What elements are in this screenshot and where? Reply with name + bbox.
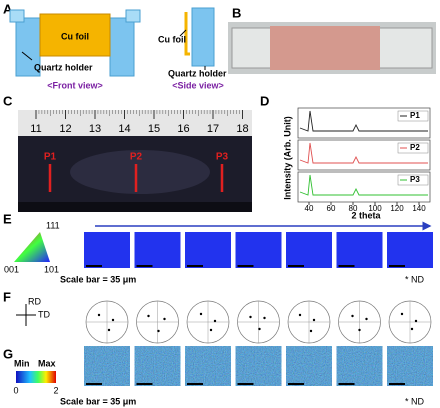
pole xyxy=(258,327,261,331)
kam-map xyxy=(387,346,433,386)
pole xyxy=(414,319,418,323)
photo xyxy=(228,22,436,74)
panel-label: G xyxy=(3,346,13,361)
pole xyxy=(365,317,368,321)
pole xyxy=(298,313,302,317)
pole xyxy=(111,318,115,322)
ipf-label: 101 xyxy=(44,264,59,274)
position-label: P1 xyxy=(44,152,57,163)
xrd-trace xyxy=(299,110,428,132)
colorbar xyxy=(16,371,56,383)
x-tick-label: 40 xyxy=(305,204,314,213)
colorbar-label: 2 xyxy=(53,385,58,395)
label: Quartz holder xyxy=(168,68,227,78)
pole xyxy=(249,315,252,319)
panel-label: F xyxy=(3,289,11,304)
plot-frame xyxy=(297,139,431,171)
y-axis-label: Intensity (Arb. Unit) xyxy=(282,116,292,200)
ebsd-map xyxy=(387,232,433,268)
note: Scale bar = 35 μm xyxy=(60,396,136,406)
x-tick-label: 80 xyxy=(349,204,358,213)
xrd-trace xyxy=(299,142,428,164)
axes-icon xyxy=(16,304,36,326)
pole xyxy=(163,317,166,321)
pole xyxy=(400,312,404,316)
xrd-trace xyxy=(299,174,428,196)
ruler-label: 12 xyxy=(59,123,71,135)
ruler-label: 16 xyxy=(177,123,189,135)
colorbar-label: 0 xyxy=(13,385,18,395)
plot-frame xyxy=(297,107,431,139)
legend-label: P2 xyxy=(410,143,420,152)
pole xyxy=(358,328,361,332)
pole xyxy=(147,314,150,318)
ipf-label: 111 xyxy=(46,220,60,230)
note: * ND xyxy=(405,274,425,284)
ebsd-map xyxy=(286,232,332,268)
pole xyxy=(263,316,266,320)
pole xyxy=(107,328,111,332)
x-tick-label: 60 xyxy=(327,204,336,213)
panel-label: E xyxy=(3,211,12,226)
kam-map xyxy=(84,346,130,386)
label: TD xyxy=(38,309,50,319)
legend-label: P3 xyxy=(410,175,420,184)
pole xyxy=(351,314,354,318)
kam-map xyxy=(185,346,231,386)
note: Scale bar = 35 μm xyxy=(60,274,136,284)
caption: <Side view> xyxy=(172,80,224,90)
ruler-label: 17 xyxy=(207,123,219,135)
ebsd-map xyxy=(235,232,282,268)
side-view-drawing xyxy=(179,7,215,70)
label: RD xyxy=(28,296,41,306)
pole xyxy=(157,329,160,333)
plot-frame xyxy=(297,171,431,203)
caption: <Front view> xyxy=(47,80,103,90)
ruler-label: 13 xyxy=(89,123,101,135)
label: Max xyxy=(38,358,56,368)
ebsd-map xyxy=(336,232,383,268)
panel-label: A xyxy=(3,1,13,16)
position-label: P3 xyxy=(216,152,229,163)
ruler-label: 14 xyxy=(118,123,130,135)
pole xyxy=(97,313,101,317)
kam-map xyxy=(235,346,282,386)
legend-box xyxy=(397,174,429,186)
pole xyxy=(309,329,313,333)
pole xyxy=(199,312,203,316)
panel-label: C xyxy=(3,93,13,108)
note: * ND xyxy=(405,396,425,406)
ebsd-map xyxy=(185,232,231,268)
ebsd-map xyxy=(84,232,130,268)
label: Cu foil xyxy=(158,34,186,44)
pole xyxy=(209,328,213,332)
ruler-label: 15 xyxy=(148,123,160,135)
kam-map xyxy=(134,346,181,386)
panel-label: D xyxy=(260,93,269,108)
ipf-triangle xyxy=(14,232,50,262)
position-label: P2 xyxy=(130,152,143,163)
x-tick-label: 120 xyxy=(390,204,404,213)
pole xyxy=(410,327,414,331)
ebsd-map xyxy=(134,232,181,268)
panel-label: B xyxy=(232,5,241,20)
label: Quartz holder xyxy=(34,62,93,72)
kam-map xyxy=(336,346,383,386)
kam-map xyxy=(286,346,332,386)
label: Min xyxy=(14,358,30,368)
legend-label: P1 xyxy=(410,111,420,120)
x-tick-label: 100 xyxy=(368,204,382,213)
front-view-drawing xyxy=(9,9,141,77)
legend-box xyxy=(397,142,429,154)
pole xyxy=(213,319,217,323)
legend-box xyxy=(397,110,429,122)
pole xyxy=(312,318,316,322)
label: Cu foil xyxy=(61,31,89,41)
x-axis-label: 2 theta xyxy=(351,210,381,220)
ruler-label: 18 xyxy=(236,123,248,135)
ruler-label: 11 xyxy=(30,123,41,135)
ipf-label: 001 xyxy=(4,264,19,274)
x-tick-label: 140 xyxy=(412,204,426,213)
